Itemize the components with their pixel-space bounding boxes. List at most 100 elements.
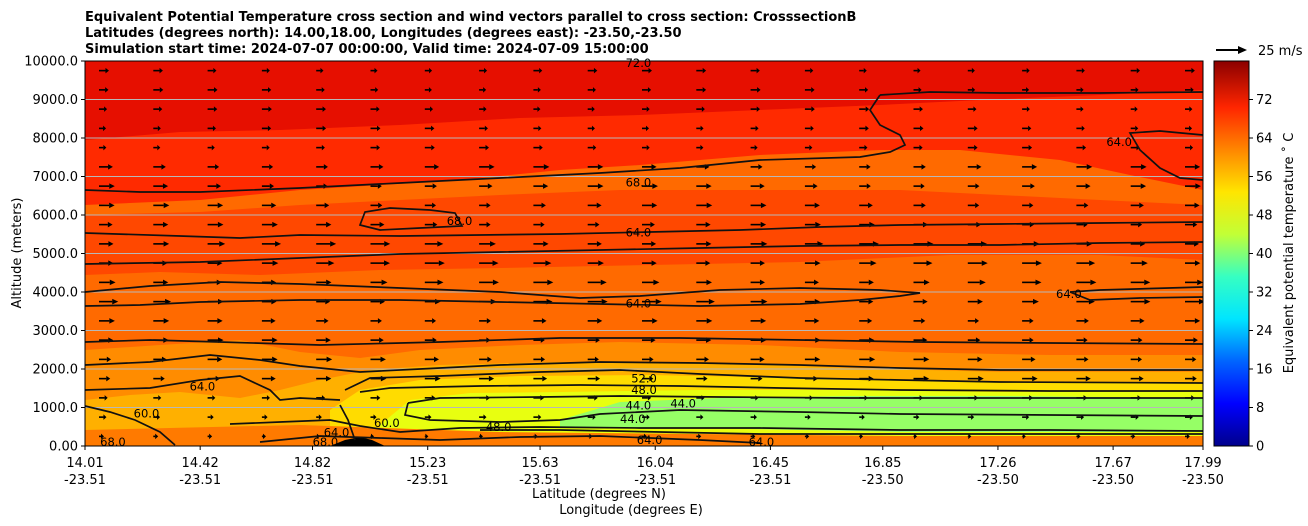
contour-line [229,419,1203,433]
wind-vector-head [1030,183,1035,189]
wind-vector-head [1032,375,1038,382]
wind-vector-head [209,433,213,440]
gridlines [85,99,1203,408]
wind-vector-head [918,87,922,93]
x-tick-label-lon: -23.51 [749,473,791,488]
wind-vector-head [646,414,650,420]
wind-vector-head [322,125,327,132]
y-tick-label: 1000.0 [33,401,79,416]
wind-vector-head [1194,318,1201,324]
wind-vector-head [649,375,654,382]
wind-vector-head [163,241,170,247]
wind-vector-head [539,144,543,151]
wind-vector-head [438,260,445,266]
wind-vector-head [325,337,331,343]
wind-vector-head [975,202,980,209]
wind-vector-head [540,221,545,228]
wind-vector-head [216,183,222,189]
wind-vector-head [867,318,873,324]
wind-vector-head [269,183,275,189]
wind-vector-head [217,356,223,363]
wind-vector-head [1194,202,1200,209]
wind-vector-head [1141,164,1147,170]
wind-vector-head [1080,87,1084,93]
wind-vector-head [106,356,112,363]
x-axis: 14.01 -23.51 14.42 -23.51 14.82 -23.51 15.23 -2… [64,446,1224,488]
x-tick-label-lon: -23.50 [977,473,1019,488]
x-tick-label-lon: -23.51 [179,473,221,488]
contour-line [407,395,1203,404]
wind-vector-head [595,221,600,228]
wind-vector-head [1186,433,1190,440]
chart-title-line-3: Simulation start time: 2024-07-07 00:00:… [85,42,649,57]
wind-vector-head [107,221,113,228]
wind-vector-head [868,279,874,286]
wind-vector-head [159,106,163,112]
wind-vector-head [538,414,542,420]
y-tick-label: 9000.0 [33,93,79,108]
wind-vector-head [754,144,758,151]
wind-vector-head [492,260,499,266]
wind-vector-head [432,183,437,189]
wind-vector-head [651,202,658,209]
wind-vector-head [486,202,491,209]
wind-vector-head [490,241,496,247]
wind-vector-head [105,87,109,93]
wind-vector-head [108,241,114,247]
wind-vector-head [1144,298,1151,305]
wind-vector-head [159,87,164,93]
colorbar-bar [1213,60,1250,447]
wind-vector-head [539,67,543,74]
wind-vector-head [1029,337,1034,343]
wind-vector-head [1086,164,1093,170]
wind-vector-head [920,183,925,189]
wind-vector-head [210,414,214,420]
wind-vector-head [921,318,926,324]
wind-vector-head [861,414,865,420]
colorbar: 0 8 16 24 32 40 48 56 64 72 Equivalent potential … [1213,60,1297,455]
wind-vector-head [648,67,652,74]
wind-vector-head [217,221,224,228]
wind-vector-head [1138,337,1143,343]
contour-label: 64.0 [626,225,652,239]
wind-vector-head [756,67,760,74]
wind-vector-head [1029,318,1034,324]
wind-vector-head [487,183,493,189]
contour-label: 44.0 [620,412,646,426]
wind-vector-head [320,67,324,74]
wind-vector-head [1028,125,1032,132]
wind-vector-head [376,106,380,112]
wind-vector-head [1193,337,1198,343]
wind-vector-head [865,87,869,93]
wind-vector-head [112,298,119,305]
wind-vector-head [702,67,707,74]
wind-vector-head [211,144,215,151]
wind-vector-head [978,375,984,382]
contour-label: 64.0 [190,379,216,393]
wind-vector-head [432,202,437,209]
wind-vector-head [1135,125,1139,132]
wind-vector-head [219,241,226,247]
x-tick-label-lat: 16.45 [752,456,789,471]
wind-vector-head [917,67,921,74]
wind-vector-head [702,87,707,93]
colorbar-tick-label: 8 [1256,401,1264,416]
wind-vector-head [326,221,332,228]
wind-vector-head [1022,433,1026,440]
contour-line [879,91,1203,96]
wind-vector-head [1081,67,1085,74]
contour-line [480,429,1203,435]
wind-vector-head [813,183,818,189]
wind-vector-head [1136,67,1140,74]
wind-vector-head [866,183,871,189]
y-tick-label: 2000.0 [33,363,79,378]
wind-vector-head [597,164,604,170]
wind-vector-head [653,279,660,286]
wind-vector-head [760,318,767,324]
wind-vector-head [158,395,162,401]
wind-vector-head [650,221,655,228]
wind-vector-head [1194,164,1201,170]
wind-vector-head [272,337,278,343]
contour-line [85,375,341,401]
wind-vector-head [703,375,708,382]
